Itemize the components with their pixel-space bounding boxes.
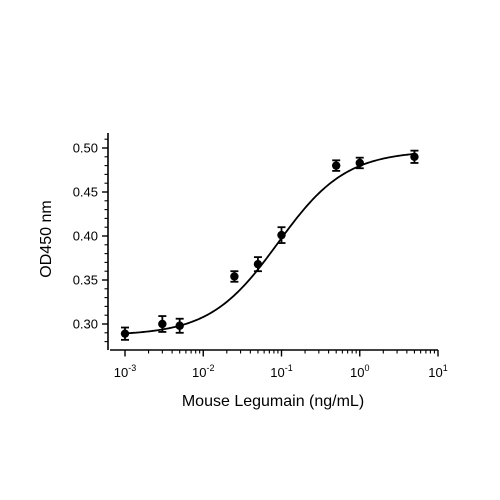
y-axis: 0.30 0.35 0.40 0.45 0.50 (73, 133, 109, 350)
plot-area (120, 149, 419, 341)
data-point (120, 329, 130, 338)
data-point (175, 321, 184, 330)
data-point (355, 158, 364, 168)
x-tick-label: 10-3 (114, 363, 136, 380)
data-point (253, 259, 263, 269)
x-tick-label: 100 (350, 363, 369, 380)
y-tick-label: 0.30 (73, 317, 98, 332)
y-tick-label: 0.35 (73, 273, 98, 288)
y-tick-label: 0.50 (73, 141, 98, 156)
x-axis-title: Mouse Legumain (ng/mL) (182, 393, 364, 410)
data-point (410, 152, 419, 161)
data-point (158, 319, 167, 329)
x-tick-label: 10-1 (270, 363, 292, 380)
y-axis-title: OD450 nm (38, 200, 55, 277)
x-tick-label: 101 (428, 363, 447, 380)
data-point (230, 272, 239, 281)
y-tick-label: 0.40 (73, 229, 98, 244)
y-tick-label: 0.45 (73, 185, 98, 200)
x-axis: 10-3 10-2 10-1 100 101 (110, 349, 448, 380)
fit-curve (124, 153, 415, 335)
data-point (331, 161, 341, 170)
data-point (277, 230, 286, 240)
x-tick-label: 10-2 (192, 363, 214, 380)
